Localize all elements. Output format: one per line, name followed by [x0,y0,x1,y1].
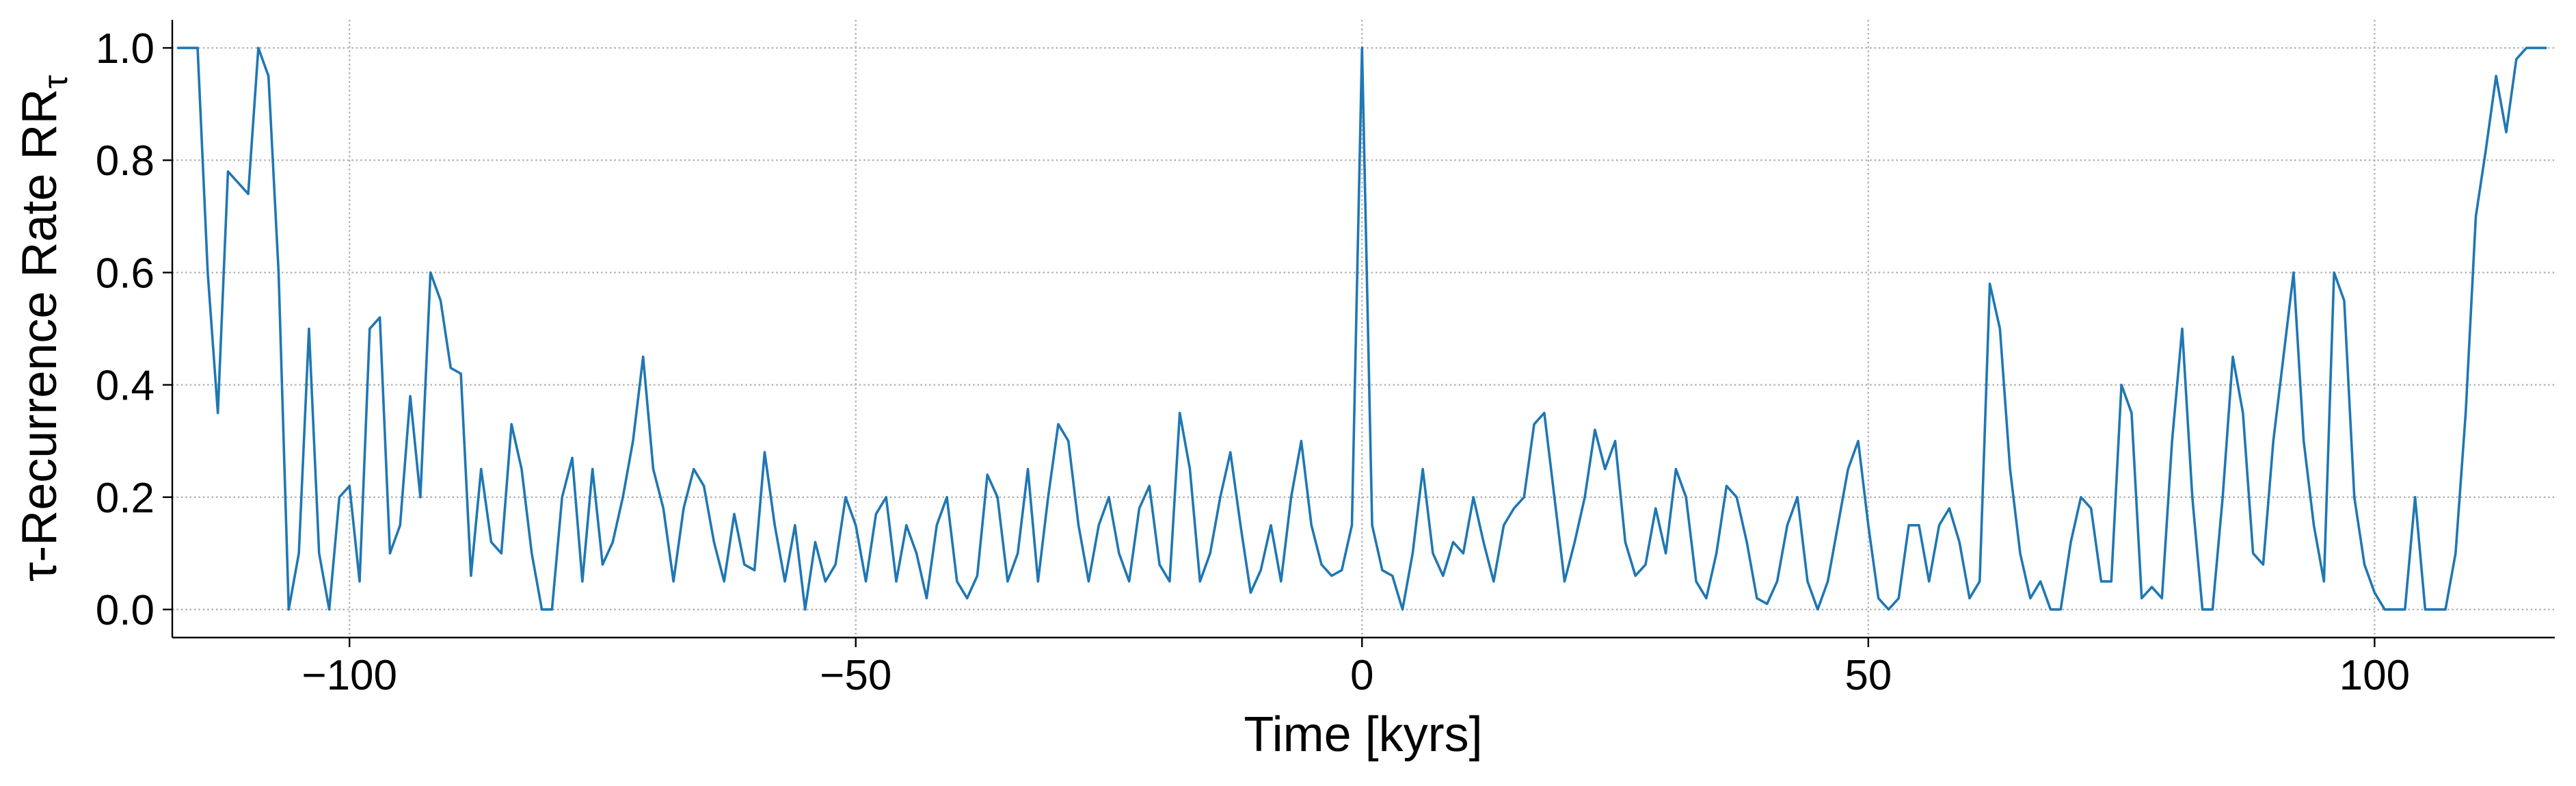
y-tick-label: 0.8 [96,137,155,185]
x-tick-label: 50 [1844,652,1892,699]
y-tick-label: 0.4 [96,363,155,410]
y-tick-label: 1.0 [96,25,155,73]
y-tick-label: 0.0 [96,587,155,634]
y-axis-label: τ-Recurrence Rate RRτ [12,75,75,582]
x-tick-label: −50 [820,652,891,699]
x-tick-label: −100 [301,652,397,699]
x-tick-label: 0 [1350,652,1373,699]
x-axis-label: Time [kyrs] [1244,707,1482,762]
y-axis-label-subscript: τ [36,75,75,89]
y-axis-label-text: τ-Recurrence Rate RR [12,89,67,582]
y-tick-label: 0.2 [96,475,155,522]
y-tick-label: 0.6 [96,250,155,297]
data-line [177,47,2547,611]
x-tick-label: 100 [2339,652,2410,699]
